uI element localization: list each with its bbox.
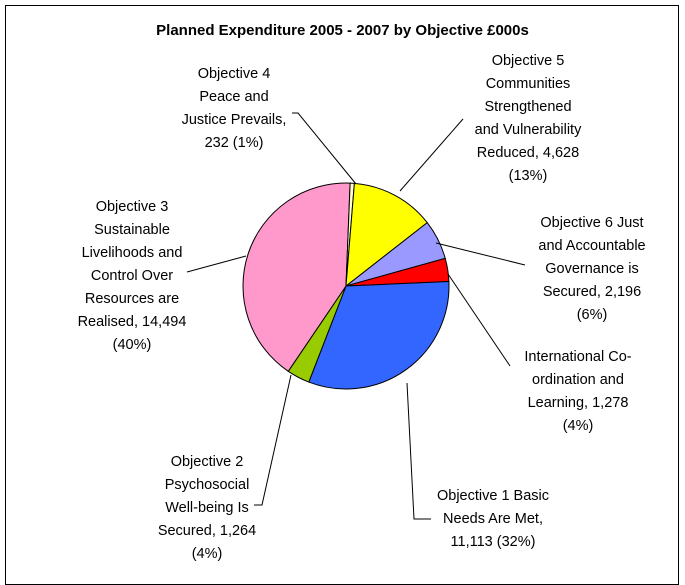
leader-line [254, 375, 291, 505]
slice-label-line: and Accountable [538, 238, 645, 254]
leader-line [448, 274, 510, 366]
slice-label-line: Justice Prevails, [182, 112, 287, 128]
leader-line [292, 113, 356, 184]
slice-label: Objective 3 Sustainable Livelihoods and Con… [78, 199, 187, 353]
slice-label-line: Secured, 1,264 [158, 523, 256, 539]
slice-label-line: Reduced, 4,628 [477, 145, 579, 161]
slice-label-line: 11,113 (32%) [451, 534, 536, 550]
slice-label-line: (13%) [509, 168, 548, 184]
slice-label-line: Objective 3 [96, 199, 169, 215]
slice-label-line: (4%) [192, 546, 223, 562]
slice-label-line: Needs Are Met, [443, 511, 543, 527]
slice-label: Objective 2 Psychosocial Well-being Is Secu… [158, 454, 256, 562]
slice-label-line: Psychosocial [165, 477, 250, 493]
pie-slices [243, 183, 449, 389]
slice-label-line: Peace and [199, 89, 268, 105]
slice-label-line: Livelihoods and [82, 245, 183, 261]
slice-label-line: Strengthened [484, 99, 571, 115]
slice-label-line: (4%) [563, 418, 594, 434]
slice-label: International Co-ordination and Learning,… [524, 349, 631, 434]
leader-line [187, 256, 246, 272]
slice-label-line: 232 (1%) [205, 135, 264, 151]
slice-label-line: Well-being Is [165, 500, 249, 516]
leader-line [436, 243, 525, 265]
slice-label-line: ordination and [532, 372, 624, 388]
leader-line [407, 383, 431, 519]
slice-label-line: (6%) [577, 307, 608, 323]
slice-label-line: Learning, 1,278 [528, 395, 629, 411]
slice-label-line: Objective 5 [492, 53, 565, 69]
slice-label-line: Objective 1 Basic [437, 488, 549, 504]
slice-label-line: International Co- [524, 349, 631, 365]
leader-line [400, 119, 463, 191]
slice-label-line: Communities [486, 76, 571, 92]
slice-label-line: Sustainable [94, 222, 170, 238]
slice-label-line: Objective 4 [198, 66, 271, 82]
slice-label-line: Objective 2 [171, 454, 244, 470]
slice-label: Objective 4 Peace and Justice Prevails, 232… [182, 66, 287, 151]
slice-label-line: (40%) [113, 337, 152, 353]
slice-label-line: Governance is [545, 261, 639, 277]
slice-label: Objective 5 Communities Strengthened and Vu… [475, 53, 582, 184]
slice-label: Objective 6 Just and Accountable Governanc… [538, 215, 645, 323]
slice-label-line: Secured, 2,196 [543, 284, 641, 300]
slice-label-line: Objective 6 Just [540, 215, 643, 231]
slice-label-line: Control Over [91, 268, 173, 284]
slice-label-line: Resources are [85, 291, 179, 307]
slice-label-line: Realised, 14,494 [78, 314, 187, 330]
slice-label: Objective 1 Basic Needs Are Met, 11,113 (3… [437, 488, 549, 550]
slice-label-line: and Vulnerability [475, 122, 582, 138]
